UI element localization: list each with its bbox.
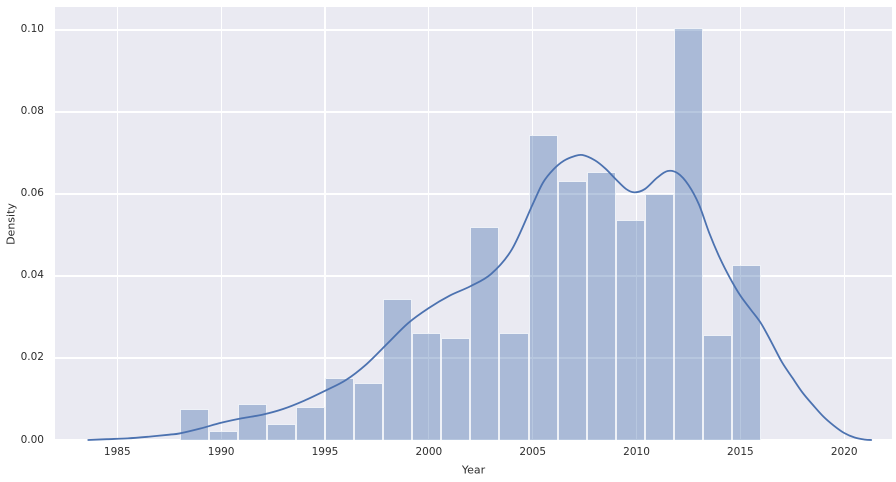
histogram-bar bbox=[208, 430, 238, 440]
histogram-bar bbox=[295, 407, 325, 440]
histogram-bar bbox=[412, 332, 442, 440]
histogram-bar bbox=[615, 219, 645, 440]
histogram-bar bbox=[586, 172, 616, 440]
x-tick-label: 2005 bbox=[519, 446, 547, 458]
y-tick-label: 0.10 bbox=[20, 23, 44, 36]
histogram-bar bbox=[732, 264, 762, 440]
x-axis-label: Year bbox=[461, 463, 486, 477]
histogram-bar bbox=[499, 332, 529, 440]
y-tick-label: 0.04 bbox=[20, 269, 44, 282]
y-tick-label: 0.06 bbox=[20, 187, 44, 200]
histogram-bar bbox=[237, 403, 267, 440]
y-gridline bbox=[55, 111, 892, 113]
histogram-bar bbox=[179, 409, 209, 440]
histogram-bar bbox=[441, 338, 471, 440]
x-tick-label: 2010 bbox=[623, 446, 650, 458]
x-tick-label: 2015 bbox=[727, 446, 754, 458]
plot-area bbox=[55, 7, 892, 440]
x-tick-label: 1995 bbox=[311, 446, 339, 458]
histogram-bar bbox=[528, 135, 558, 440]
y-axis-label: Density bbox=[4, 202, 18, 245]
histogram-bar bbox=[557, 180, 587, 440]
histogram-bar bbox=[673, 27, 703, 440]
histogram-bar bbox=[470, 227, 500, 440]
x-tick-label: 2000 bbox=[415, 446, 443, 458]
y-tick-label: 0.08 bbox=[20, 105, 44, 118]
x-tick-label: 1990 bbox=[207, 446, 235, 458]
histogram-bar bbox=[383, 299, 413, 440]
x-gridline bbox=[116, 7, 118, 440]
y-tick-label: 0.00 bbox=[20, 433, 44, 446]
x-tick-label: 2020 bbox=[830, 446, 858, 458]
y-gridline bbox=[55, 29, 892, 31]
histogram-bar bbox=[703, 335, 733, 440]
x-gridline bbox=[220, 7, 222, 440]
histogram-bar bbox=[644, 194, 674, 440]
y-tick-label: 0.02 bbox=[20, 351, 44, 364]
y-gridline bbox=[55, 193, 892, 195]
histogram-bar bbox=[354, 382, 384, 440]
x-gridline bbox=[843, 7, 845, 440]
x-tick-label: 1985 bbox=[103, 446, 131, 458]
histogram-bar bbox=[266, 423, 296, 440]
histogram-bar bbox=[325, 378, 355, 440]
x-gridline bbox=[324, 7, 326, 440]
